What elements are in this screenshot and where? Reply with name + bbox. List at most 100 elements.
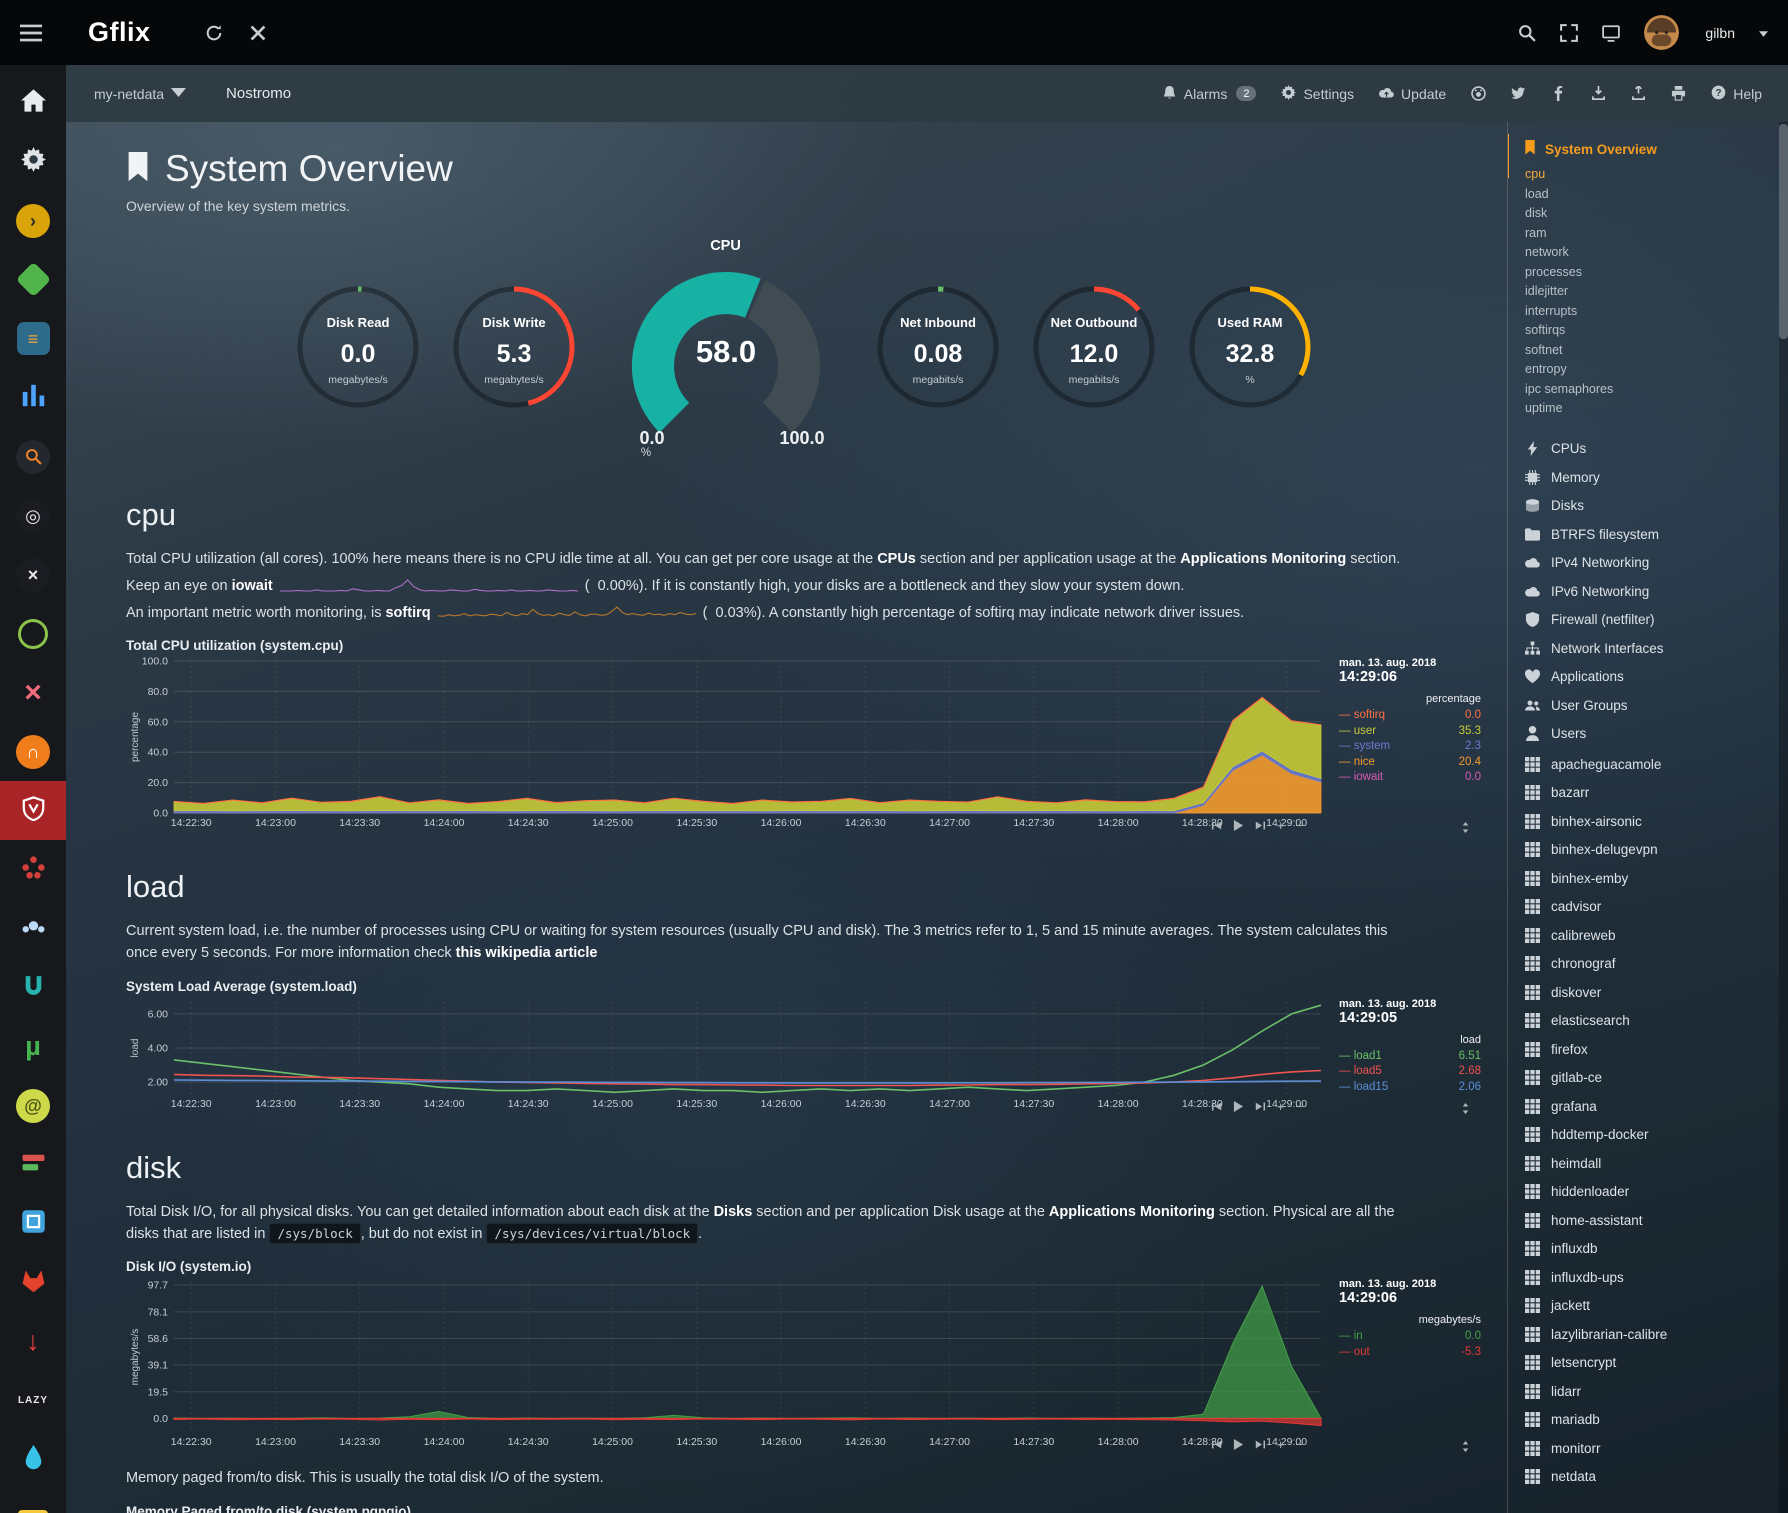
help-button[interactable]: ? Help: [1711, 85, 1762, 103]
menu-app-calibreweb[interactable]: calibreweb: [1524, 921, 1775, 950]
menu-item-entropy[interactable]: entropy: [1525, 362, 1567, 376]
menu-section-ipv4-networking[interactable]: IPv4 Networking: [1524, 549, 1775, 578]
menu-app-hddtemp-docker[interactable]: hddtemp-docker: [1524, 1121, 1775, 1150]
blue-flower-icon[interactable]: [0, 899, 66, 958]
pan-forward-icon[interactable]: [1255, 820, 1266, 831]
menu-app-lazylibrarian-calibre[interactable]: lazylibrarian-calibre: [1524, 1320, 1775, 1349]
menu-item-load[interactable]: load: [1525, 186, 1549, 201]
legend-user[interactable]: — user 35.3: [1339, 724, 1481, 740]
user-caret-down-icon[interactable]: [1759, 24, 1768, 42]
legend-in[interactable]: — in 0.0: [1339, 1329, 1481, 1345]
green-mu-icon[interactable]: µ: [0, 1017, 66, 1076]
pan-forward-icon[interactable]: [1255, 1101, 1266, 1112]
refresh-icon[interactable]: [205, 24, 223, 42]
play-icon[interactable]: [1233, 1100, 1244, 1112]
menu-item-processes[interactable]: processes: [1525, 264, 1582, 279]
username[interactable]: gilbn: [1705, 24, 1735, 41]
menu-app-home-assistant[interactable]: home-assistant: [1524, 1206, 1775, 1235]
blue-drop-icon[interactable]: [0, 1430, 66, 1489]
legend-system[interactable]: — system 2.3: [1339, 739, 1481, 755]
menu-app-netdata[interactable]: netdata: [1524, 1463, 1775, 1492]
menu-app-elasticsearch[interactable]: elasticsearch: [1524, 1007, 1775, 1036]
menu-item-cpu[interactable]: cpu: [1525, 167, 1546, 181]
red-shield-icon[interactable]: [0, 781, 66, 840]
resize-icon[interactable]: [1460, 1102, 1471, 1114]
menu-item-idlejitter[interactable]: idlejitter: [1525, 284, 1569, 298]
zoom-in-icon[interactable]: +: [1276, 1098, 1285, 1114]
menu-app-heimdall[interactable]: heimdall: [1524, 1149, 1775, 1178]
zoom-in-icon[interactable]: +: [1276, 1437, 1285, 1453]
alarms-button[interactable]: Alarms 2: [1162, 85, 1257, 103]
settings-gear-icon[interactable]: [0, 132, 66, 191]
menu-item-softirqs[interactable]: softirqs: [1525, 323, 1566, 337]
green-gauge-ring-icon[interactable]: [0, 604, 66, 663]
page-scrollbar[interactable]: [1779, 122, 1788, 1513]
menu-item-ipc-semaphores[interactable]: ipc semaphores: [1525, 381, 1614, 396]
red-dots-cluster-icon[interactable]: [0, 840, 66, 899]
orange-fox-icon[interactable]: [0, 1253, 66, 1312]
menu-app-binhex-emby[interactable]: binhex-emby: [1524, 864, 1775, 893]
green-diamond-icon[interactable]: [0, 250, 66, 309]
cpus-section-link[interactable]: CPUs: [877, 551, 916, 567]
zoom-in-icon[interactable]: +: [1276, 818, 1285, 834]
legend-nice[interactable]: — nice 20.4: [1339, 755, 1481, 771]
menu-section-disks[interactable]: Disks: [1524, 492, 1775, 521]
legend-out[interactable]: — out -5.3: [1339, 1345, 1481, 1361]
menu-item-ram[interactable]: ram: [1525, 225, 1547, 240]
menu-section-network-interfaces[interactable]: Network Interfaces: [1524, 634, 1775, 663]
applications-monitoring-link[interactable]: Applications Monitoring: [1048, 1203, 1215, 1220]
facebook-icon[interactable]: [1551, 86, 1566, 101]
menu-app-diskover[interactable]: diskover: [1524, 978, 1775, 1007]
disk-io-chart-canvas[interactable]: 14:22:30 14:23:00 14:23:30 14:24:00 14:24:30…: [126, 1276, 1327, 1452]
menu-icon[interactable]: [20, 24, 42, 42]
scrollbar-thumb[interactable]: [1779, 124, 1788, 339]
twitter-icon[interactable]: [1511, 86, 1526, 101]
orange-circle-chevron-icon[interactable]: ›: [0, 191, 66, 250]
menu-app-chronograf[interactable]: chronograf: [1524, 950, 1775, 979]
menu-section-ipv6-networking[interactable]: IPv6 Networking: [1524, 577, 1775, 606]
menu-app-influxdb-ups[interactable]: influxdb-ups: [1524, 1263, 1775, 1292]
update-button[interactable]: Update: [1379, 85, 1446, 103]
menu-app-mariadb[interactable]: mariadb: [1524, 1406, 1775, 1435]
red-green-bars-icon[interactable]: [0, 1135, 66, 1194]
legend-load1[interactable]: — load1 6.51: [1339, 1049, 1481, 1065]
menu-app-gitlab-ce[interactable]: gitlab-ce: [1524, 1064, 1775, 1093]
menu-section-firewall-netfilter[interactable]: Firewall (netfilter): [1524, 606, 1775, 635]
menu-item-network[interactable]: network: [1525, 245, 1569, 259]
upload-icon[interactable]: [1631, 86, 1646, 101]
lazy-text-icon[interactable]: LAZY: [0, 1371, 66, 1430]
menu-section-btrfs-filesystem[interactable]: BTRFS filesystem: [1524, 520, 1775, 549]
fullscreen-icon[interactable]: [1560, 23, 1579, 42]
menu-app-binhex-airsonic[interactable]: binhex-airsonic: [1524, 807, 1775, 836]
orange-arc-icon[interactable]: ∩: [0, 722, 66, 781]
teal-stack-icon[interactable]: ≡: [0, 309, 66, 368]
menu-app-apacheguacamole[interactable]: apacheguacamole: [1524, 750, 1775, 779]
menu-app-hiddenloader[interactable]: hiddenloader: [1524, 1178, 1775, 1207]
menu-section-cpus[interactable]: CPUs: [1524, 435, 1775, 464]
dark-circle-cross-icon[interactable]: ×: [0, 545, 66, 604]
disks-section-link[interactable]: Disks: [713, 1203, 753, 1220]
menu-app-letsencrypt[interactable]: letsencrypt: [1524, 1349, 1775, 1378]
sab-text-icon[interactable]: sab: [0, 1489, 66, 1513]
menu-app-grafana[interactable]: grafana: [1524, 1092, 1775, 1121]
hostname[interactable]: Nostromo: [226, 85, 292, 102]
applications-monitoring-link[interactable]: Applications Monitoring: [1180, 551, 1347, 567]
orange-magnifier-icon[interactable]: [0, 427, 66, 486]
pan-backward-icon[interactable]: [1211, 1101, 1222, 1112]
menu-item-uptime[interactable]: uptime: [1525, 401, 1563, 415]
zoom-out-icon[interactable]: −: [1295, 1098, 1303, 1114]
menu-app-monitorr[interactable]: monitorr: [1524, 1434, 1775, 1463]
server-selector[interactable]: my-netdata: [94, 85, 187, 103]
zoom-out-icon[interactable]: −: [1295, 1437, 1303, 1453]
menu-app-lidarr[interactable]: lidarr: [1524, 1377, 1775, 1406]
search-icon[interactable]: [1518, 24, 1537, 42]
legend-load5[interactable]: — load5 2.68: [1339, 1064, 1481, 1080]
menu-app-firefox[interactable]: firefox: [1524, 1035, 1775, 1064]
menu-app-cadvisor[interactable]: cadvisor: [1524, 893, 1775, 922]
home-icon[interactable]: [0, 73, 66, 132]
red-down-arrow-icon[interactable]: ↓: [0, 1312, 66, 1371]
teal-magnet-icon[interactable]: [0, 958, 66, 1017]
menu-app-binhex-delugevpn[interactable]: binhex-delugevpn: [1524, 836, 1775, 865]
download-icon[interactable]: [1591, 86, 1606, 101]
menu-section-user-groups[interactable]: User Groups: [1524, 691, 1775, 720]
